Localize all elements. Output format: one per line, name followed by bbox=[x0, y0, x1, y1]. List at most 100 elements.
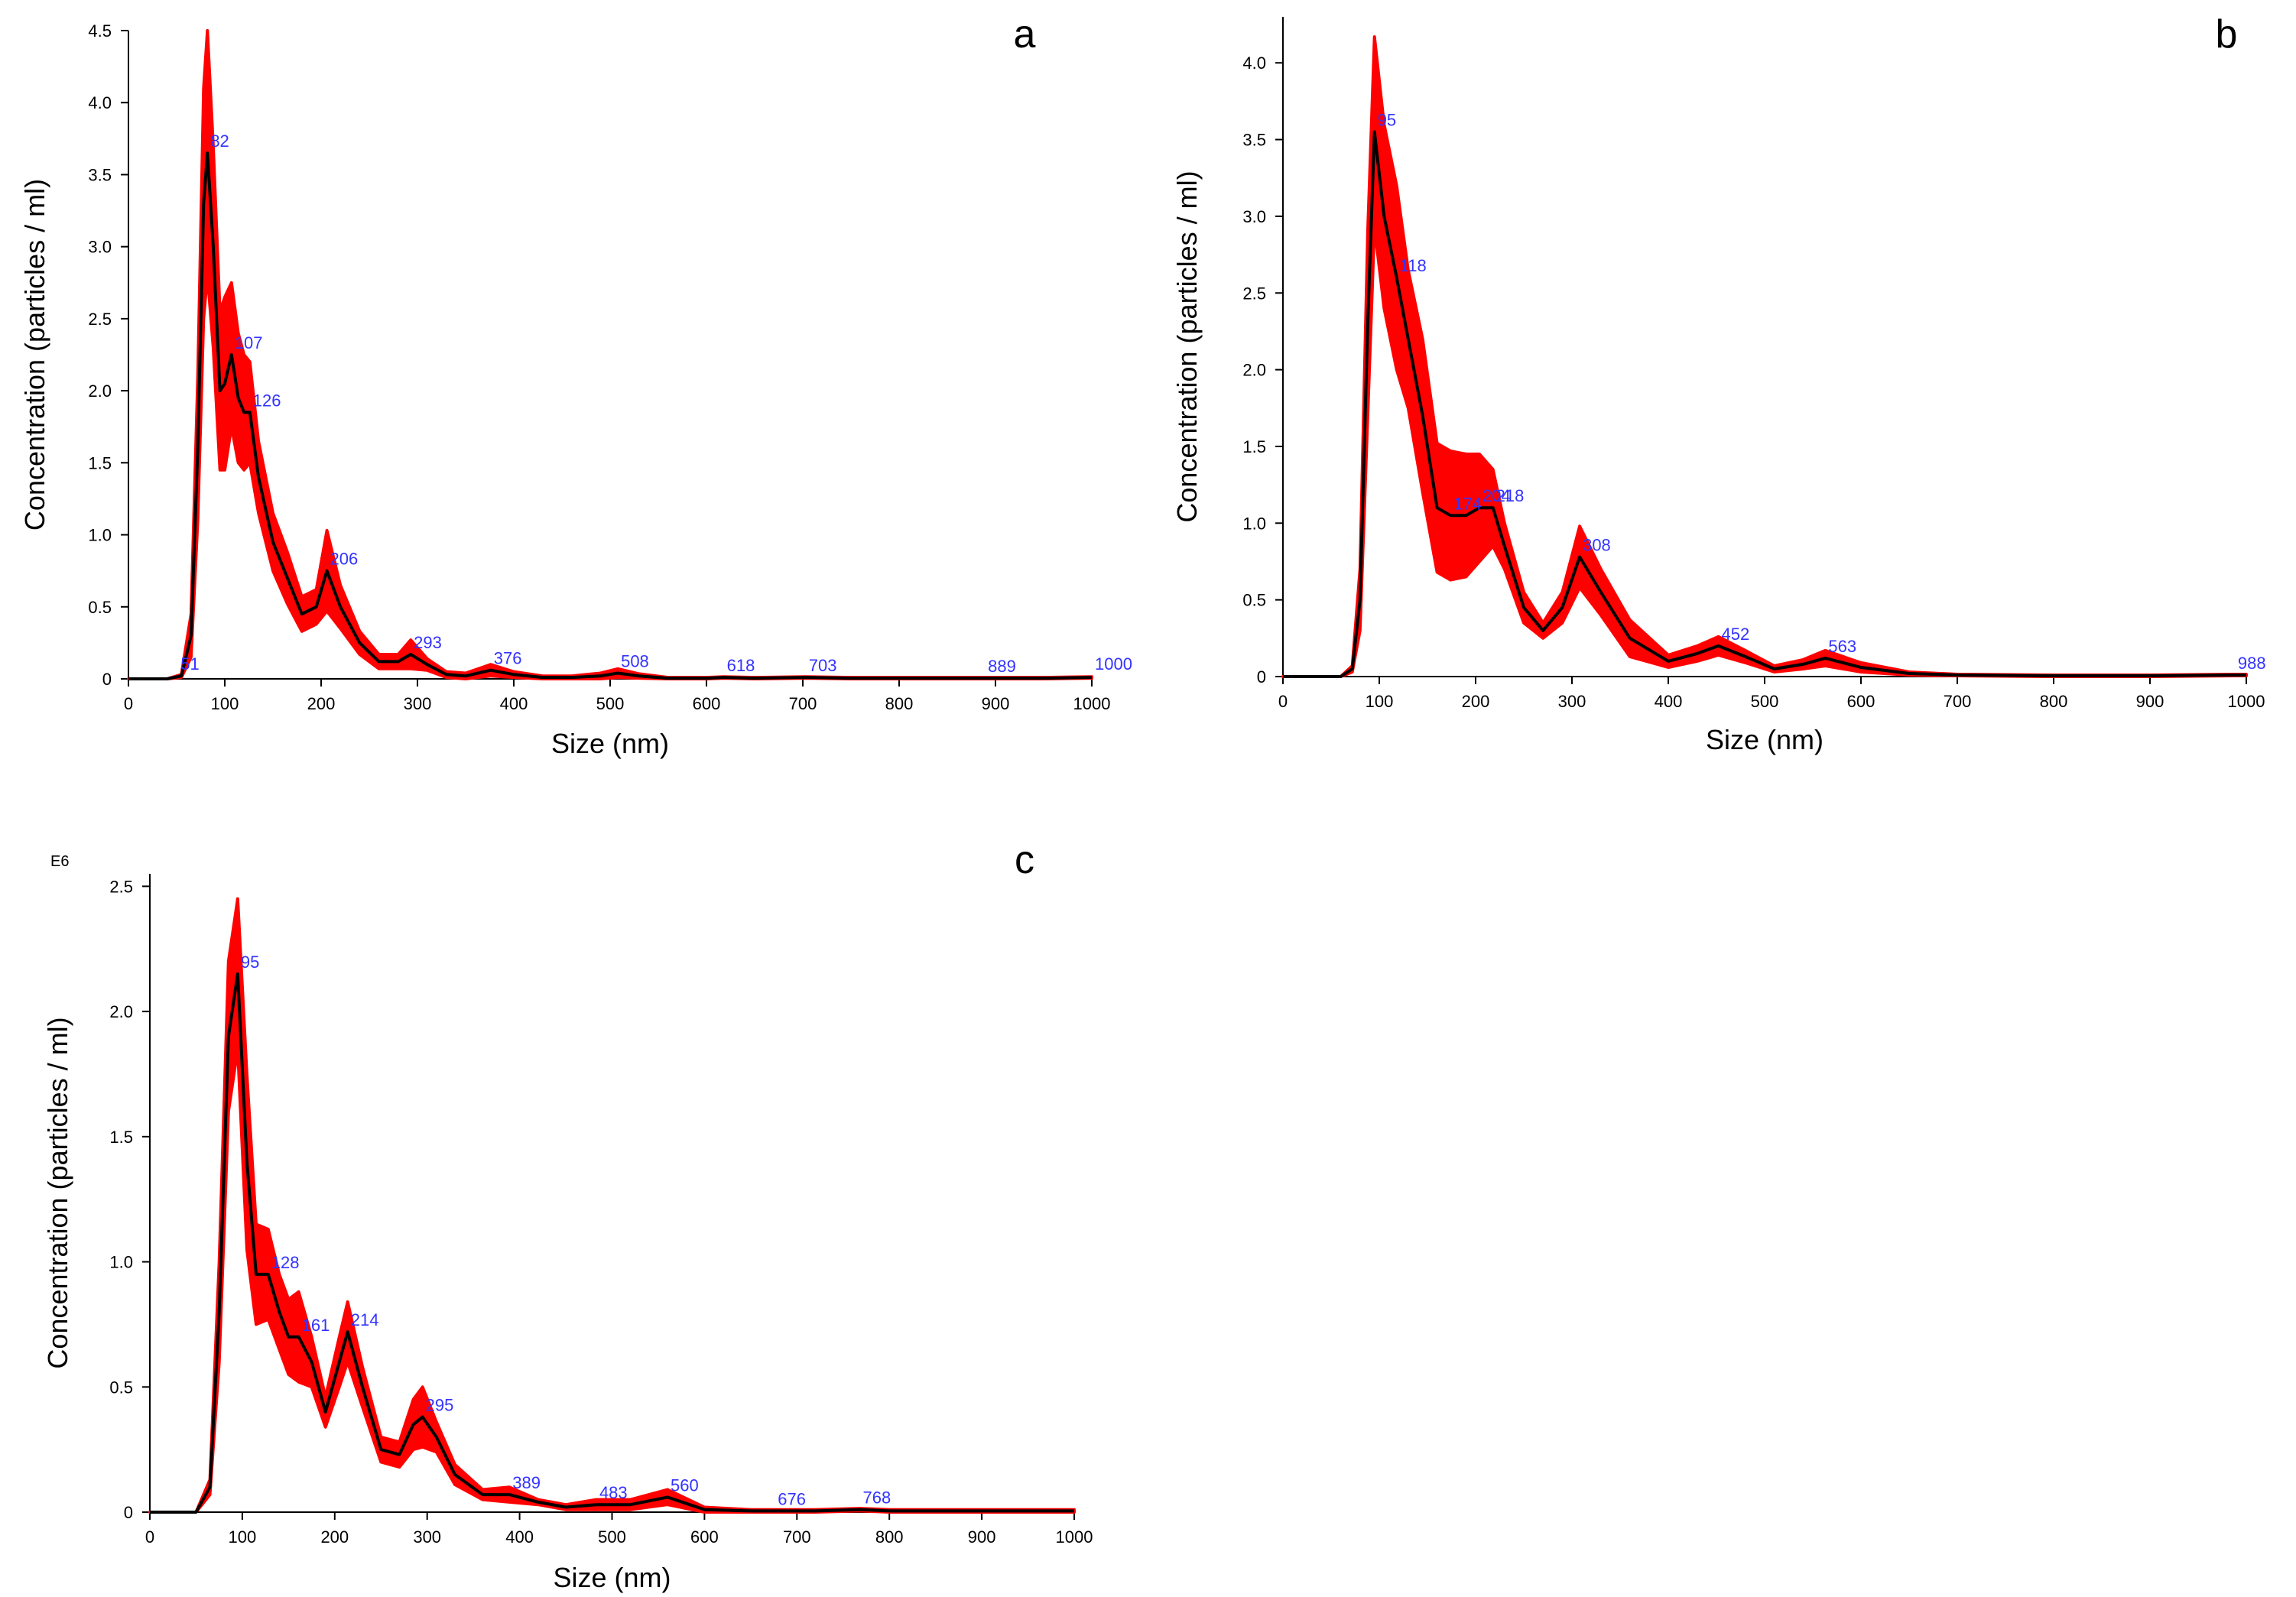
x-tick-label: 100 bbox=[1366, 692, 1394, 711]
y-tick-label: 0 bbox=[102, 670, 112, 689]
x-tick-label: 500 bbox=[1751, 692, 1779, 711]
peak-label: 95 bbox=[1378, 111, 1396, 130]
peak-label: 218 bbox=[1496, 486, 1525, 505]
x-tick-label: 900 bbox=[968, 1527, 996, 1547]
x-tick-label: 0 bbox=[145, 1527, 154, 1547]
error-band bbox=[1281, 35, 2248, 678]
y-axis-title: Concentration (particles / ml) bbox=[42, 1017, 73, 1368]
x-tick-label: 600 bbox=[690, 1527, 719, 1547]
y-tick-label: 2.0 bbox=[1242, 361, 1266, 380]
mean-concentration-line bbox=[128, 151, 1093, 680]
peak-label: 206 bbox=[330, 550, 359, 569]
y-tick-label: 2.5 bbox=[88, 310, 112, 329]
x-tick-label: 400 bbox=[505, 1527, 534, 1547]
peak-label: 82 bbox=[210, 131, 229, 151]
x-tick-label: 200 bbox=[1462, 692, 1490, 711]
peak-label: 214 bbox=[351, 1310, 379, 1329]
peak-label: 107 bbox=[235, 333, 263, 352]
peak-label: 174 bbox=[1453, 494, 1482, 513]
y-tick-label: 1.5 bbox=[109, 1128, 133, 1147]
x-tick-label: 700 bbox=[789, 694, 817, 713]
y-tick-label: 1.0 bbox=[1242, 514, 1266, 533]
x-tick-label: 500 bbox=[596, 694, 625, 713]
peak-label: 95 bbox=[241, 953, 259, 972]
peak-label: 389 bbox=[512, 1473, 541, 1492]
x-tick-label: 300 bbox=[413, 1527, 441, 1547]
x-tick-label: 400 bbox=[500, 694, 528, 713]
y-tick-label: 3.5 bbox=[88, 165, 112, 184]
x-tick-label: 200 bbox=[307, 694, 336, 713]
peak-label: 618 bbox=[727, 656, 755, 675]
chart-panel-b: 0 100 200 300 400 500 600 700 800 900 1000 0 0.5 1.0 1… bbox=[1171, 12, 2266, 755]
peak-label: 308 bbox=[1583, 535, 1611, 554]
peak-label: 676 bbox=[778, 1489, 806, 1508]
peak-label: 768 bbox=[863, 1488, 891, 1508]
y-tick-label: 0.5 bbox=[1242, 591, 1266, 610]
y-tick-label: 2.0 bbox=[109, 1002, 133, 1021]
x-tick-label: 600 bbox=[693, 694, 721, 713]
peak-label: 293 bbox=[414, 633, 442, 652]
y-tick-label: 3.0 bbox=[88, 238, 112, 257]
x-tick-label: 100 bbox=[229, 1527, 257, 1547]
x-tick-label: 400 bbox=[1655, 692, 1683, 711]
error-band bbox=[127, 29, 1093, 680]
error-band bbox=[148, 897, 1076, 1514]
x-tick-label: 200 bbox=[320, 1527, 349, 1547]
y-tick-label: 0 bbox=[1257, 667, 1266, 687]
x-axis-title: Size (nm) bbox=[551, 728, 669, 759]
mean-concentration-line bbox=[1283, 130, 2246, 678]
x-tick-label: 100 bbox=[211, 694, 239, 713]
chart-panel-c: 0 100 200 300 400 500 600 700 800 900 1000 0 0.5 1.0 1… bbox=[42, 838, 1093, 1593]
peak-label: 508 bbox=[621, 651, 649, 670]
y-axis-title: Concentration (particles / ml) bbox=[1171, 170, 1203, 522]
y-tick-label: 4.0 bbox=[88, 93, 112, 112]
x-tick-label: 800 bbox=[2040, 692, 2068, 711]
chart-panel-a: 0 100 200 300 400 500 600 700 800 900 1000 0 0.5 1.0 1… bbox=[19, 12, 1132, 759]
peak-label: 376 bbox=[494, 649, 522, 668]
y-tick-label: 1.0 bbox=[88, 526, 112, 545]
panel-label: a bbox=[1014, 12, 1036, 57]
x-tick-label: 900 bbox=[982, 694, 1010, 713]
x-tick-label: 300 bbox=[404, 694, 432, 713]
peak-label: 161 bbox=[302, 1316, 330, 1335]
y-tick-label: 0 bbox=[124, 1503, 133, 1522]
y-tick-label: 2.5 bbox=[1242, 284, 1266, 303]
x-tick-label: 600 bbox=[1847, 692, 1875, 711]
x-tick-label: 800 bbox=[875, 1527, 904, 1547]
peak-label: 51 bbox=[180, 654, 199, 674]
peak-label: 988 bbox=[2238, 654, 2266, 673]
y-tick-label: 2.0 bbox=[88, 381, 112, 401]
peak-label: 128 bbox=[271, 1253, 300, 1272]
y-tick-label: 1.5 bbox=[88, 453, 112, 472]
x-tick-label: 1000 bbox=[1056, 1527, 1093, 1547]
panel-label: b bbox=[2216, 12, 2238, 57]
x-axis-title: Size (nm) bbox=[553, 1562, 671, 1593]
y-tick-label: 3.5 bbox=[1242, 131, 1266, 150]
x-tick-label: 0 bbox=[124, 694, 133, 713]
peak-label: 560 bbox=[671, 1475, 699, 1495]
y-tick-label: 4.5 bbox=[88, 21, 112, 41]
x-tick-label: 700 bbox=[1944, 692, 1972, 711]
y-tick-label: 3.0 bbox=[1242, 207, 1266, 226]
x-tick-label: 900 bbox=[2136, 692, 2164, 711]
y-tick-label: 1.5 bbox=[1242, 437, 1266, 456]
peak-label: 126 bbox=[253, 391, 281, 410]
y-tick-label: 0.5 bbox=[88, 598, 112, 617]
peak-label: 703 bbox=[809, 656, 837, 675]
peak-label: 889 bbox=[988, 657, 1016, 676]
exponent-label: E6 bbox=[50, 853, 69, 870]
y-tick-label: 0.5 bbox=[109, 1378, 133, 1397]
x-tick-label: 500 bbox=[598, 1527, 626, 1547]
mean-concentration-line bbox=[150, 972, 1074, 1514]
x-axis-title: Size (nm) bbox=[1706, 724, 1823, 755]
peak-label: 1000 bbox=[1095, 654, 1132, 674]
peak-label: 204 bbox=[1482, 486, 1511, 505]
x-tick-label: 1000 bbox=[2228, 692, 2265, 711]
x-tick-label: 700 bbox=[783, 1527, 811, 1547]
peak-label: 452 bbox=[1722, 625, 1750, 644]
y-axis-title: Concentration (particles / ml) bbox=[19, 179, 50, 531]
x-tick-label: 1000 bbox=[1073, 694, 1111, 713]
peak-label: 295 bbox=[426, 1396, 454, 1415]
x-tick-label: 800 bbox=[885, 694, 914, 713]
